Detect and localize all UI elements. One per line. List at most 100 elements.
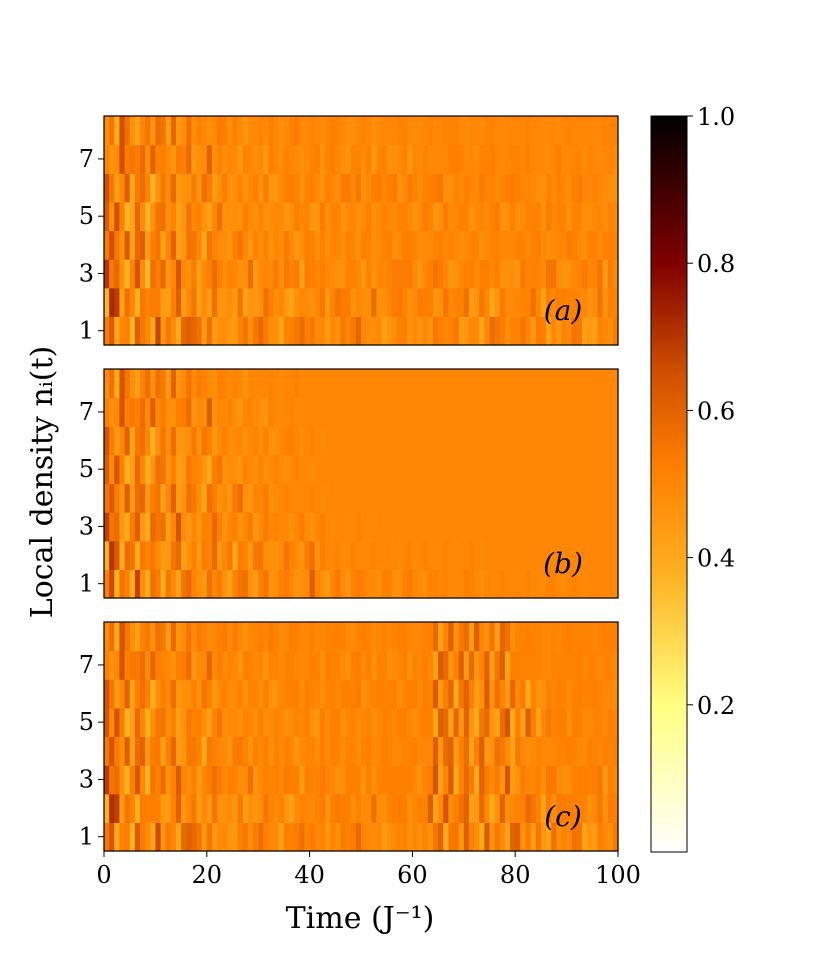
heat-cell [314, 707, 321, 738]
heat-cell [510, 369, 516, 399]
heat-cell [309, 316, 316, 346]
heat-cell [268, 650, 275, 680]
heat-cell [402, 116, 408, 146]
heat-cell [484, 397, 491, 427]
heat-cell [479, 707, 485, 738]
heat-cell [340, 650, 347, 680]
heat-cell [155, 259, 162, 289]
heat-cell [602, 540, 609, 570]
y-tick-label: 1 [79, 570, 94, 598]
heat-cell [278, 569, 285, 599]
heat-cell [391, 793, 398, 823]
heat-cell [160, 259, 167, 289]
heat-cell [278, 316, 285, 346]
heat-cell [515, 793, 521, 823]
heat-cell [294, 540, 300, 570]
heat-cell [386, 622, 393, 652]
heat-cell [361, 569, 367, 599]
heat-cell [551, 540, 557, 570]
heat-cell [237, 369, 244, 399]
heat-cell [247, 736, 254, 766]
heat-cell [160, 569, 167, 599]
heat-cell [175, 707, 182, 738]
heat-cell [453, 287, 460, 317]
heat-cell [499, 540, 506, 570]
heat-cell [607, 707, 614, 738]
heat-cell [540, 679, 547, 709]
heat-cell [386, 144, 393, 174]
heat-cell [587, 230, 593, 260]
heat-cell [504, 426, 511, 456]
heat-cell [294, 736, 300, 766]
heat-cell [515, 454, 521, 485]
heat-cell [432, 707, 439, 738]
heat-cell [340, 540, 347, 570]
heat-cell [494, 287, 501, 317]
heat-cell [283, 287, 290, 317]
heat-cell [566, 512, 573, 542]
heat-cell [165, 397, 172, 427]
heat-cell [160, 679, 167, 709]
heat-cell [468, 316, 475, 346]
heat-cell [134, 540, 141, 570]
heat-cell [340, 144, 347, 174]
heat-cell [155, 116, 162, 146]
heat-cell [546, 287, 552, 317]
heat-cell [196, 397, 203, 427]
heat-cell [139, 540, 146, 570]
heat-cell [427, 316, 434, 346]
heat-cell [458, 707, 465, 738]
heat-cell [170, 454, 177, 485]
heat-cell [268, 259, 275, 289]
heat-cell [427, 454, 434, 485]
heat-cell [453, 679, 460, 709]
heat-cell [530, 144, 537, 174]
heat-cell [289, 679, 295, 709]
heat-cell [546, 569, 552, 599]
heat-cell [109, 540, 115, 570]
heat-cell [196, 822, 203, 852]
heat-cell [504, 369, 511, 399]
x-tick-label: 60 [397, 861, 428, 889]
heat-cell [607, 259, 614, 289]
heat-cell [463, 316, 470, 346]
heat-cell [515, 736, 521, 766]
heat-cell [499, 793, 506, 823]
heat-cell [515, 540, 521, 570]
heat-cell [309, 454, 316, 485]
heat-cell [109, 173, 115, 203]
y-axis-title: Local density nᵢ(t) [25, 346, 60, 618]
heat-cell [263, 144, 270, 174]
heat-cell [232, 316, 239, 346]
heat-cell [309, 259, 316, 289]
heat-cell [217, 201, 223, 232]
heat-cell [227, 622, 234, 652]
heat-cell [396, 369, 403, 399]
heat-cell [170, 116, 177, 146]
heat-cell [242, 793, 249, 823]
heat-cell [319, 512, 326, 542]
heat-cell [520, 569, 527, 599]
heat-cell [386, 765, 393, 795]
heat-cell [201, 287, 208, 317]
heat-cell [412, 679, 419, 709]
heat-cell [391, 454, 398, 485]
heat-cell [582, 426, 588, 456]
heat-cell [443, 144, 449, 174]
heat-cell [217, 736, 223, 766]
heat-cell [237, 765, 244, 795]
heat-cell [366, 736, 372, 766]
heat-cell [607, 116, 614, 146]
heat-cell [371, 622, 378, 652]
heat-cell [283, 116, 290, 146]
heat-cell [139, 622, 146, 652]
heat-cell [479, 569, 485, 599]
heat-cell [150, 144, 156, 174]
heat-cell [571, 259, 578, 289]
heat-cell [247, 822, 254, 852]
heat-cell [561, 230, 568, 260]
heat-cell [237, 454, 244, 485]
heat-cell [134, 707, 141, 738]
heat-cell [299, 679, 306, 709]
heat-cell [361, 397, 367, 427]
